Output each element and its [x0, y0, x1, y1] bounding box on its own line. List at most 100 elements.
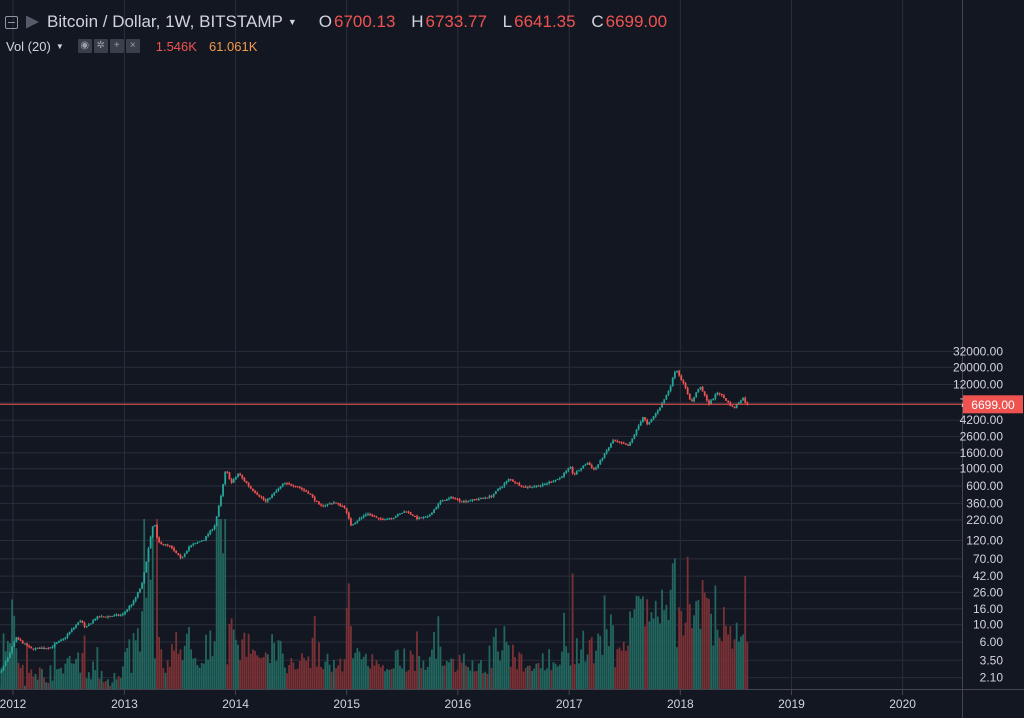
candle [196, 541, 199, 544]
volume-bar [458, 654, 461, 689]
candle [665, 394, 668, 401]
candle-body [107, 616, 109, 618]
candle-body [62, 638, 65, 640]
close-icon[interactable]: × [125, 39, 140, 53]
volume-bar [488, 645, 491, 689]
candle-body [420, 517, 423, 519]
candle-body [744, 397, 747, 403]
volume-bar [23, 685, 26, 689]
candle [275, 489, 278, 494]
candle-body [269, 497, 271, 499]
candle-body [226, 471, 229, 473]
candle [279, 486, 282, 490]
volume-bar [392, 668, 395, 689]
symbol-title[interactable]: Bitcoin / Dollar, 1W, BITSTAMP [47, 12, 283, 31]
candle [416, 514, 418, 521]
chevron-down-icon[interactable]: ▼ [55, 41, 64, 51]
candle [693, 396, 695, 403]
candle [450, 495, 453, 500]
candle-body [128, 606, 131, 610]
eye-icon[interactable]: ◉ [77, 39, 92, 53]
candle [646, 418, 649, 426]
volume-bar [633, 609, 636, 689]
candle-body [563, 472, 565, 477]
candle-body [480, 497, 482, 499]
candle [162, 543, 165, 546]
volume-bar [725, 625, 727, 689]
volume-bar [484, 671, 487, 689]
candle-body [473, 499, 476, 501]
volume-bar [100, 670, 103, 689]
volume-label[interactable]: Vol (20) [6, 38, 51, 54]
candle [586, 462, 589, 465]
collapse-icon[interactable] [5, 15, 18, 29]
candle [4, 659, 7, 667]
volume-bar [684, 622, 687, 689]
candle [584, 463, 587, 467]
volume-bar [249, 653, 252, 689]
candle-body [173, 547, 175, 551]
ohlc-low-key: L [502, 12, 513, 31]
candle [460, 500, 463, 503]
volume-bar [139, 651, 141, 689]
volume-bar [490, 667, 493, 689]
volume-bar [21, 664, 24, 689]
volume-bar [264, 652, 267, 689]
candle [269, 497, 271, 501]
volume-bar [335, 668, 337, 689]
candle [249, 485, 252, 490]
volume-bar [273, 642, 276, 689]
candle-body [456, 498, 459, 500]
volume-bar [11, 599, 13, 689]
candle [354, 522, 357, 525]
volume-bar [503, 626, 506, 689]
candle [541, 482, 544, 488]
chevron-down-icon[interactable]: ▼ [287, 17, 297, 27]
candle-body [83, 623, 86, 627]
candle-body [499, 487, 502, 490]
volume-bar [413, 670, 416, 689]
candle [642, 416, 644, 423]
candle [454, 497, 457, 500]
volume-bar [716, 629, 719, 689]
candle-body [266, 498, 269, 502]
candle [281, 483, 284, 488]
candle-body [13, 641, 16, 647]
price-tick-label: 220.00 [966, 513, 1003, 527]
candle-body [85, 626, 88, 628]
candle [413, 515, 416, 518]
volume-bar [185, 633, 188, 689]
candle [714, 393, 717, 401]
volume-bar [516, 669, 519, 689]
volume-bar [654, 600, 657, 689]
candle [522, 485, 525, 488]
volume-bar [192, 658, 195, 689]
symbol-flag-icon [26, 15, 39, 29]
volume-bar [456, 669, 459, 689]
price-tick-label: 2600.00 [960, 429, 1004, 443]
candle-body [158, 537, 161, 543]
candle [488, 494, 491, 499]
candle [222, 483, 224, 498]
candle [32, 648, 35, 651]
candle [151, 526, 154, 539]
candle-body [716, 392, 719, 395]
candle [727, 400, 730, 404]
candle [620, 441, 623, 445]
candle [68, 631, 71, 636]
candle-body [181, 556, 184, 558]
volume-bar [578, 663, 580, 689]
candle-body [746, 402, 749, 405]
candle [49, 647, 52, 649]
candle-body [260, 496, 263, 498]
candle [473, 499, 476, 501]
gear-icon[interactable]: ✲ [93, 39, 108, 53]
volume-bar [162, 668, 165, 689]
candle [75, 624, 77, 629]
volume-bar [526, 665, 529, 689]
candle [722, 394, 725, 399]
plus-icon[interactable]: + [109, 39, 124, 53]
candle [733, 406, 736, 409]
time-tick-label: 2014 [222, 697, 249, 711]
